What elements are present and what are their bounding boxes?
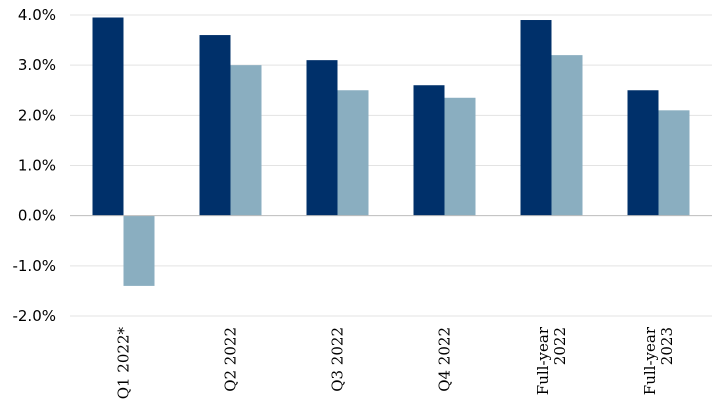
bar [123, 215, 155, 286]
y-tick-label: 3.0% [18, 56, 56, 74]
y-tick-label: 0.0% [18, 207, 56, 225]
bar [551, 55, 583, 216]
bar [306, 60, 338, 216]
y-tick-label: 4.0% [18, 6, 56, 24]
x-tick-label: Full-year [534, 326, 552, 395]
x-tick-label: 2022 [551, 327, 569, 365]
y-tick-label: 1.0% [18, 157, 56, 175]
bar [444, 97, 476, 216]
bar [337, 90, 369, 216]
x-axis-labels: Q1 2022* Q2 2022 Q3 2022 Q4 2022 Full-year 20… [115, 326, 677, 399]
bar [627, 90, 659, 216]
bars [92, 17, 690, 286]
bar [199, 35, 231, 216]
x-tick-label: Q4 2022 [436, 327, 454, 392]
y-tick-label: -2.0% [12, 307, 56, 325]
x-tick-label: Full-year [641, 326, 659, 395]
x-tick-label: Q3 2022 [329, 327, 347, 392]
y-tick-label: 2.0% [18, 106, 56, 124]
bar [230, 65, 262, 216]
bar [413, 85, 445, 216]
gridlines [70, 14, 712, 317]
x-tick-label: 2023 [658, 327, 676, 365]
x-tick-label: Q2 2022 [222, 327, 240, 392]
bar [658, 110, 690, 216]
bar [520, 20, 552, 216]
bar [92, 17, 124, 216]
x-tick-label: Q1 2022* [115, 327, 133, 400]
y-axis-ticks: 4.0% 3.0% 2.0% 1.0% 0.0% -1.0% -2.0% [12, 6, 56, 325]
y-tick-label: -1.0% [12, 257, 56, 275]
